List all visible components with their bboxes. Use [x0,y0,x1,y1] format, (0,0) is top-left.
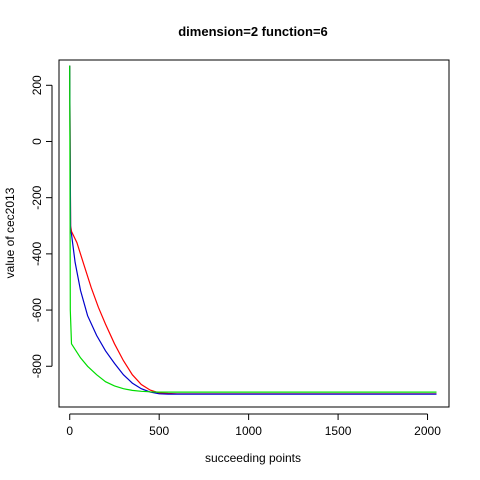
x-tick-label: 1500 [325,424,352,438]
x-tick-label: 0 [66,424,73,438]
y-tick-label: 0 [30,138,44,145]
x-tick-label: 500 [149,424,169,438]
y-tick-label: -400 [30,242,44,266]
plot-frame [58,59,450,408]
x-tick-label: 2000 [414,424,441,438]
y-axis-label: value of cec2013 [3,187,17,278]
x-tick-label: 1000 [235,424,262,438]
series-line-2 [69,65,437,395]
y-tick-label: -600 [30,298,44,322]
y-tick-label: -200 [30,185,44,209]
y-tick-label: -800 [30,354,44,378]
series-line-1 [69,65,437,395]
x-axis: 0 500 1000 1500 2000 [66,413,441,438]
x-axis-label: succeeding points [205,451,301,465]
series-layer [69,65,437,395]
chart-title: dimension=2 function=6 [178,24,328,39]
y-tick-label: 200 [30,75,44,95]
series-line-3 [69,65,437,393]
y-axis: 200 0 -200 -400 -600 -800 [30,75,53,378]
